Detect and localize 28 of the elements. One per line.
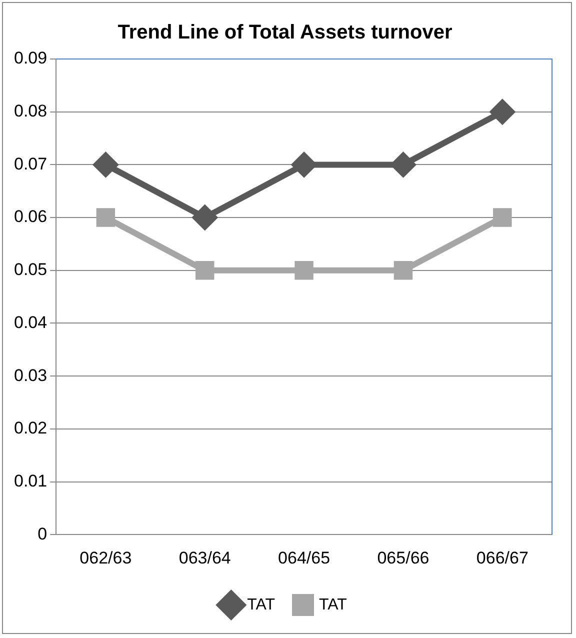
y-tick-label: 0.02 [14, 418, 48, 438]
y-tick-label: 0.03 [14, 366, 48, 385]
y-tick-label: 0.07 [14, 154, 48, 174]
y-tick-label: 0.06 [14, 207, 48, 226]
y-tick-label: 0.01 [14, 471, 48, 490]
point [294, 261, 314, 280]
chart-title: Trend Line of Total Assets turnover [118, 22, 452, 44]
x-tick-label: 063/64 [178, 548, 231, 568]
point [391, 152, 416, 177]
point [394, 261, 413, 280]
point [292, 152, 316, 177]
point [96, 208, 116, 227]
y-tick-label: 0.08 [14, 102, 48, 121]
x-tick-label: 065/66 [377, 548, 430, 568]
y-tick-label: 0.09 [14, 48, 48, 68]
y-tick-label: 0.04 [14, 312, 48, 332]
y-tick-label: 0.05 [14, 260, 48, 280]
y-tick-label: 0 [38, 524, 48, 544]
x-tick-label: 064/65 [278, 548, 330, 568]
legend-label: TAT [319, 596, 348, 614]
legend-label: TAT [247, 596, 276, 614]
x-tick-label: 066/67 [476, 548, 528, 568]
x-tick-label: 062/63 [80, 548, 132, 568]
point [192, 206, 217, 230]
point [490, 100, 514, 124]
point [493, 208, 512, 227]
point [195, 261, 214, 280]
point [94, 152, 118, 177]
